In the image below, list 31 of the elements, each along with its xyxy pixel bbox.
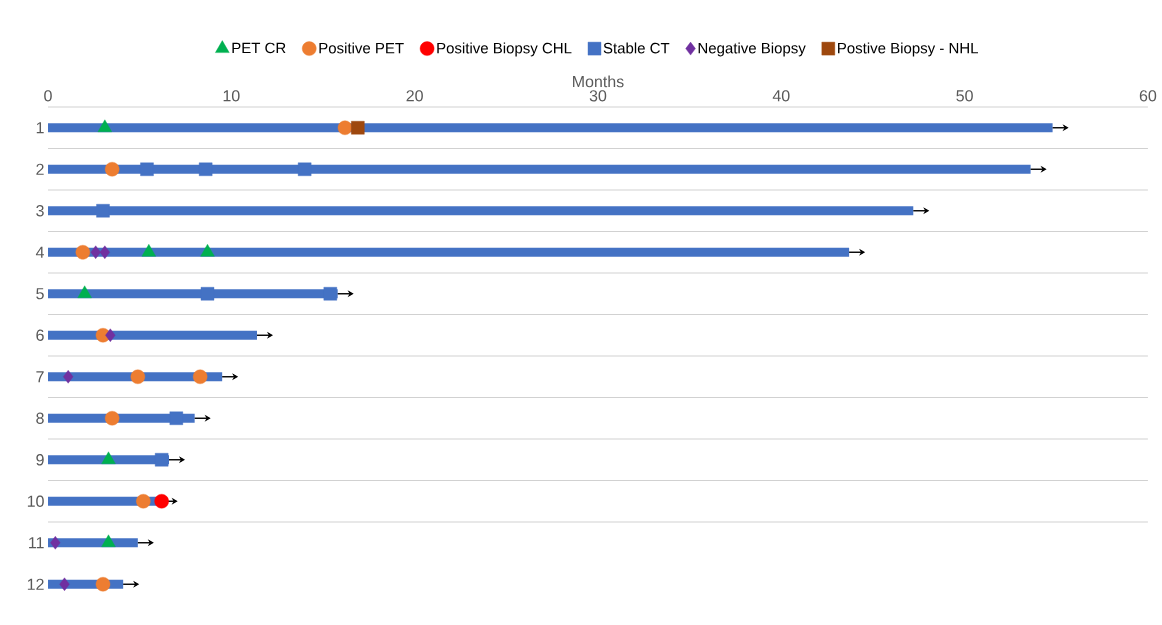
x-axis-title: Months [573, 75, 624, 88]
legend-label: PET CR [232, 42, 286, 54]
legend-label: Negative Biopsy [698, 42, 806, 57]
bar [48, 164, 1031, 174]
bar [48, 330, 257, 340]
legend-label: Postive Biopsy - NHL [838, 42, 979, 57]
bar [48, 206, 914, 216]
x-tick-label: 10 [223, 90, 240, 102]
y-tick-label: 6 [36, 329, 44, 341]
x-tick-label: 60 [1139, 90, 1157, 102]
x-tick-label: 30 [589, 90, 607, 102]
bar [48, 247, 850, 257]
y-tick-label: 4 [35, 246, 44, 258]
y-tick-label: 8 [36, 412, 44, 424]
bar [48, 123, 1053, 133]
y-tick-label: 9 [36, 454, 44, 466]
y-tick-label: 2 [36, 163, 44, 175]
y-tick-label: 10 [27, 495, 44, 507]
y-tick-label: 12 [27, 578, 44, 590]
y-tick-label: 5 [36, 288, 44, 300]
y-tick-label: 11 [29, 537, 44, 549]
y-tick-label: 1 [36, 122, 44, 134]
y-tick-label: 7 [36, 371, 44, 383]
legend-label: Positive Biopsy CHL [437, 42, 572, 57]
legend-label: Stable CT [603, 42, 670, 54]
x-tick-label: 0 [44, 90, 52, 102]
x-tick-label: 40 [772, 90, 790, 102]
legend-label: Positive PET [319, 42, 404, 54]
x-tick-label: 20 [406, 90, 423, 102]
y-tick-label: 3 [36, 205, 44, 217]
x-tick-label: 50 [956, 90, 973, 102]
